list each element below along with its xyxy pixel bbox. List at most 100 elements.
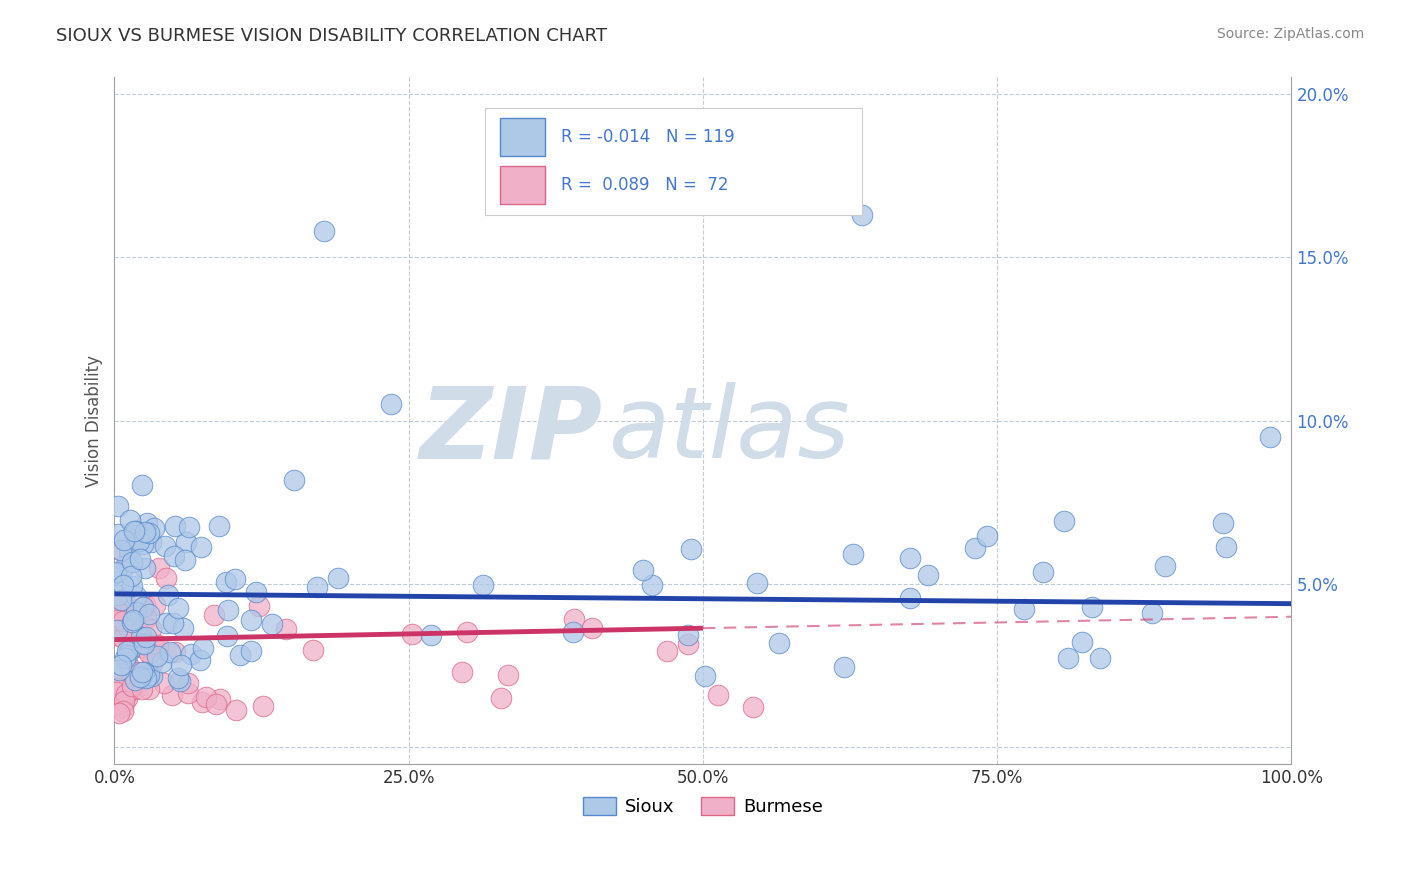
- Point: [128, 533, 150, 548]
- Point: [104, 566, 127, 581]
- Point: [209, 692, 232, 706]
- Point: [124, 673, 146, 688]
- Point: [143, 598, 166, 612]
- Point: [132, 633, 155, 648]
- Point: [132, 635, 155, 649]
- Point: [150, 656, 173, 670]
- Point: [143, 521, 166, 535]
- Point: [139, 622, 162, 636]
- Point: [190, 540, 212, 554]
- Point: [489, 691, 512, 706]
- Point: [135, 671, 157, 685]
- Point: [104, 693, 127, 707]
- Point: [169, 673, 191, 688]
- Point: [747, 576, 769, 591]
- Point: [110, 543, 132, 558]
- Point: [131, 640, 153, 654]
- Point: [225, 703, 247, 717]
- Point: [115, 643, 138, 657]
- Point: [252, 698, 274, 713]
- Point: [136, 516, 159, 530]
- Point: [107, 526, 129, 541]
- Point: [107, 499, 129, 513]
- Point: [124, 682, 146, 697]
- Point: [631, 563, 654, 577]
- Point: [1215, 540, 1237, 554]
- Point: [110, 657, 132, 672]
- Point: [114, 558, 136, 572]
- Point: [138, 682, 160, 697]
- Point: [695, 668, 717, 682]
- Point: [132, 637, 155, 651]
- Point: [138, 646, 160, 660]
- Point: [1032, 566, 1054, 580]
- Point: [128, 670, 150, 684]
- Point: [195, 690, 218, 705]
- Point: [105, 677, 128, 691]
- Point: [217, 603, 239, 617]
- Point: [262, 617, 284, 632]
- Point: [120, 643, 142, 657]
- Point: [283, 473, 305, 487]
- Point: [217, 629, 239, 643]
- Point: [174, 535, 197, 549]
- Point: [104, 684, 127, 698]
- Point: [170, 658, 193, 673]
- Point: [138, 607, 160, 621]
- Point: [136, 669, 159, 683]
- Point: [138, 667, 160, 681]
- Point: [134, 524, 156, 539]
- Point: [1053, 514, 1076, 528]
- Point: [419, 628, 441, 642]
- Point: [134, 561, 156, 575]
- Point: [141, 669, 163, 683]
- Point: [111, 578, 134, 592]
- Point: [768, 635, 790, 649]
- Point: [456, 625, 478, 640]
- Point: [1012, 602, 1035, 616]
- Point: [1088, 651, 1111, 665]
- Point: [245, 585, 267, 599]
- Point: [188, 653, 211, 667]
- Point: [173, 553, 195, 567]
- Point: [104, 611, 127, 625]
- Point: [111, 700, 134, 714]
- Point: [115, 691, 138, 706]
- Point: [105, 624, 128, 638]
- Point: [247, 599, 270, 613]
- Point: [898, 550, 921, 565]
- Point: [380, 397, 402, 411]
- Point: [159, 645, 181, 659]
- Point: [122, 613, 145, 627]
- Point: [125, 532, 148, 546]
- Point: [167, 671, 190, 685]
- Point: [104, 628, 127, 642]
- Point: [976, 529, 998, 543]
- Point: [118, 545, 141, 559]
- Point: [121, 681, 143, 695]
- Point: [134, 598, 156, 612]
- Point: [561, 624, 583, 639]
- Point: [110, 593, 132, 607]
- Point: [193, 641, 215, 656]
- Point: [114, 621, 136, 635]
- Point: [208, 519, 231, 533]
- Point: [162, 616, 184, 631]
- Point: [742, 699, 765, 714]
- Point: [105, 603, 128, 617]
- Point: [121, 615, 143, 629]
- Point: [157, 588, 180, 602]
- Point: [104, 698, 127, 713]
- Point: [121, 679, 143, 693]
- Point: [117, 621, 139, 635]
- Point: [1080, 599, 1102, 614]
- Point: [115, 648, 138, 663]
- Point: [104, 565, 127, 579]
- Point: [965, 541, 987, 556]
- Point: [128, 552, 150, 566]
- Point: [326, 571, 349, 585]
- Y-axis label: Vision Disability: Vision Disability: [86, 355, 103, 487]
- Point: [177, 685, 200, 699]
- Point: [153, 540, 176, 554]
- Point: [131, 665, 153, 679]
